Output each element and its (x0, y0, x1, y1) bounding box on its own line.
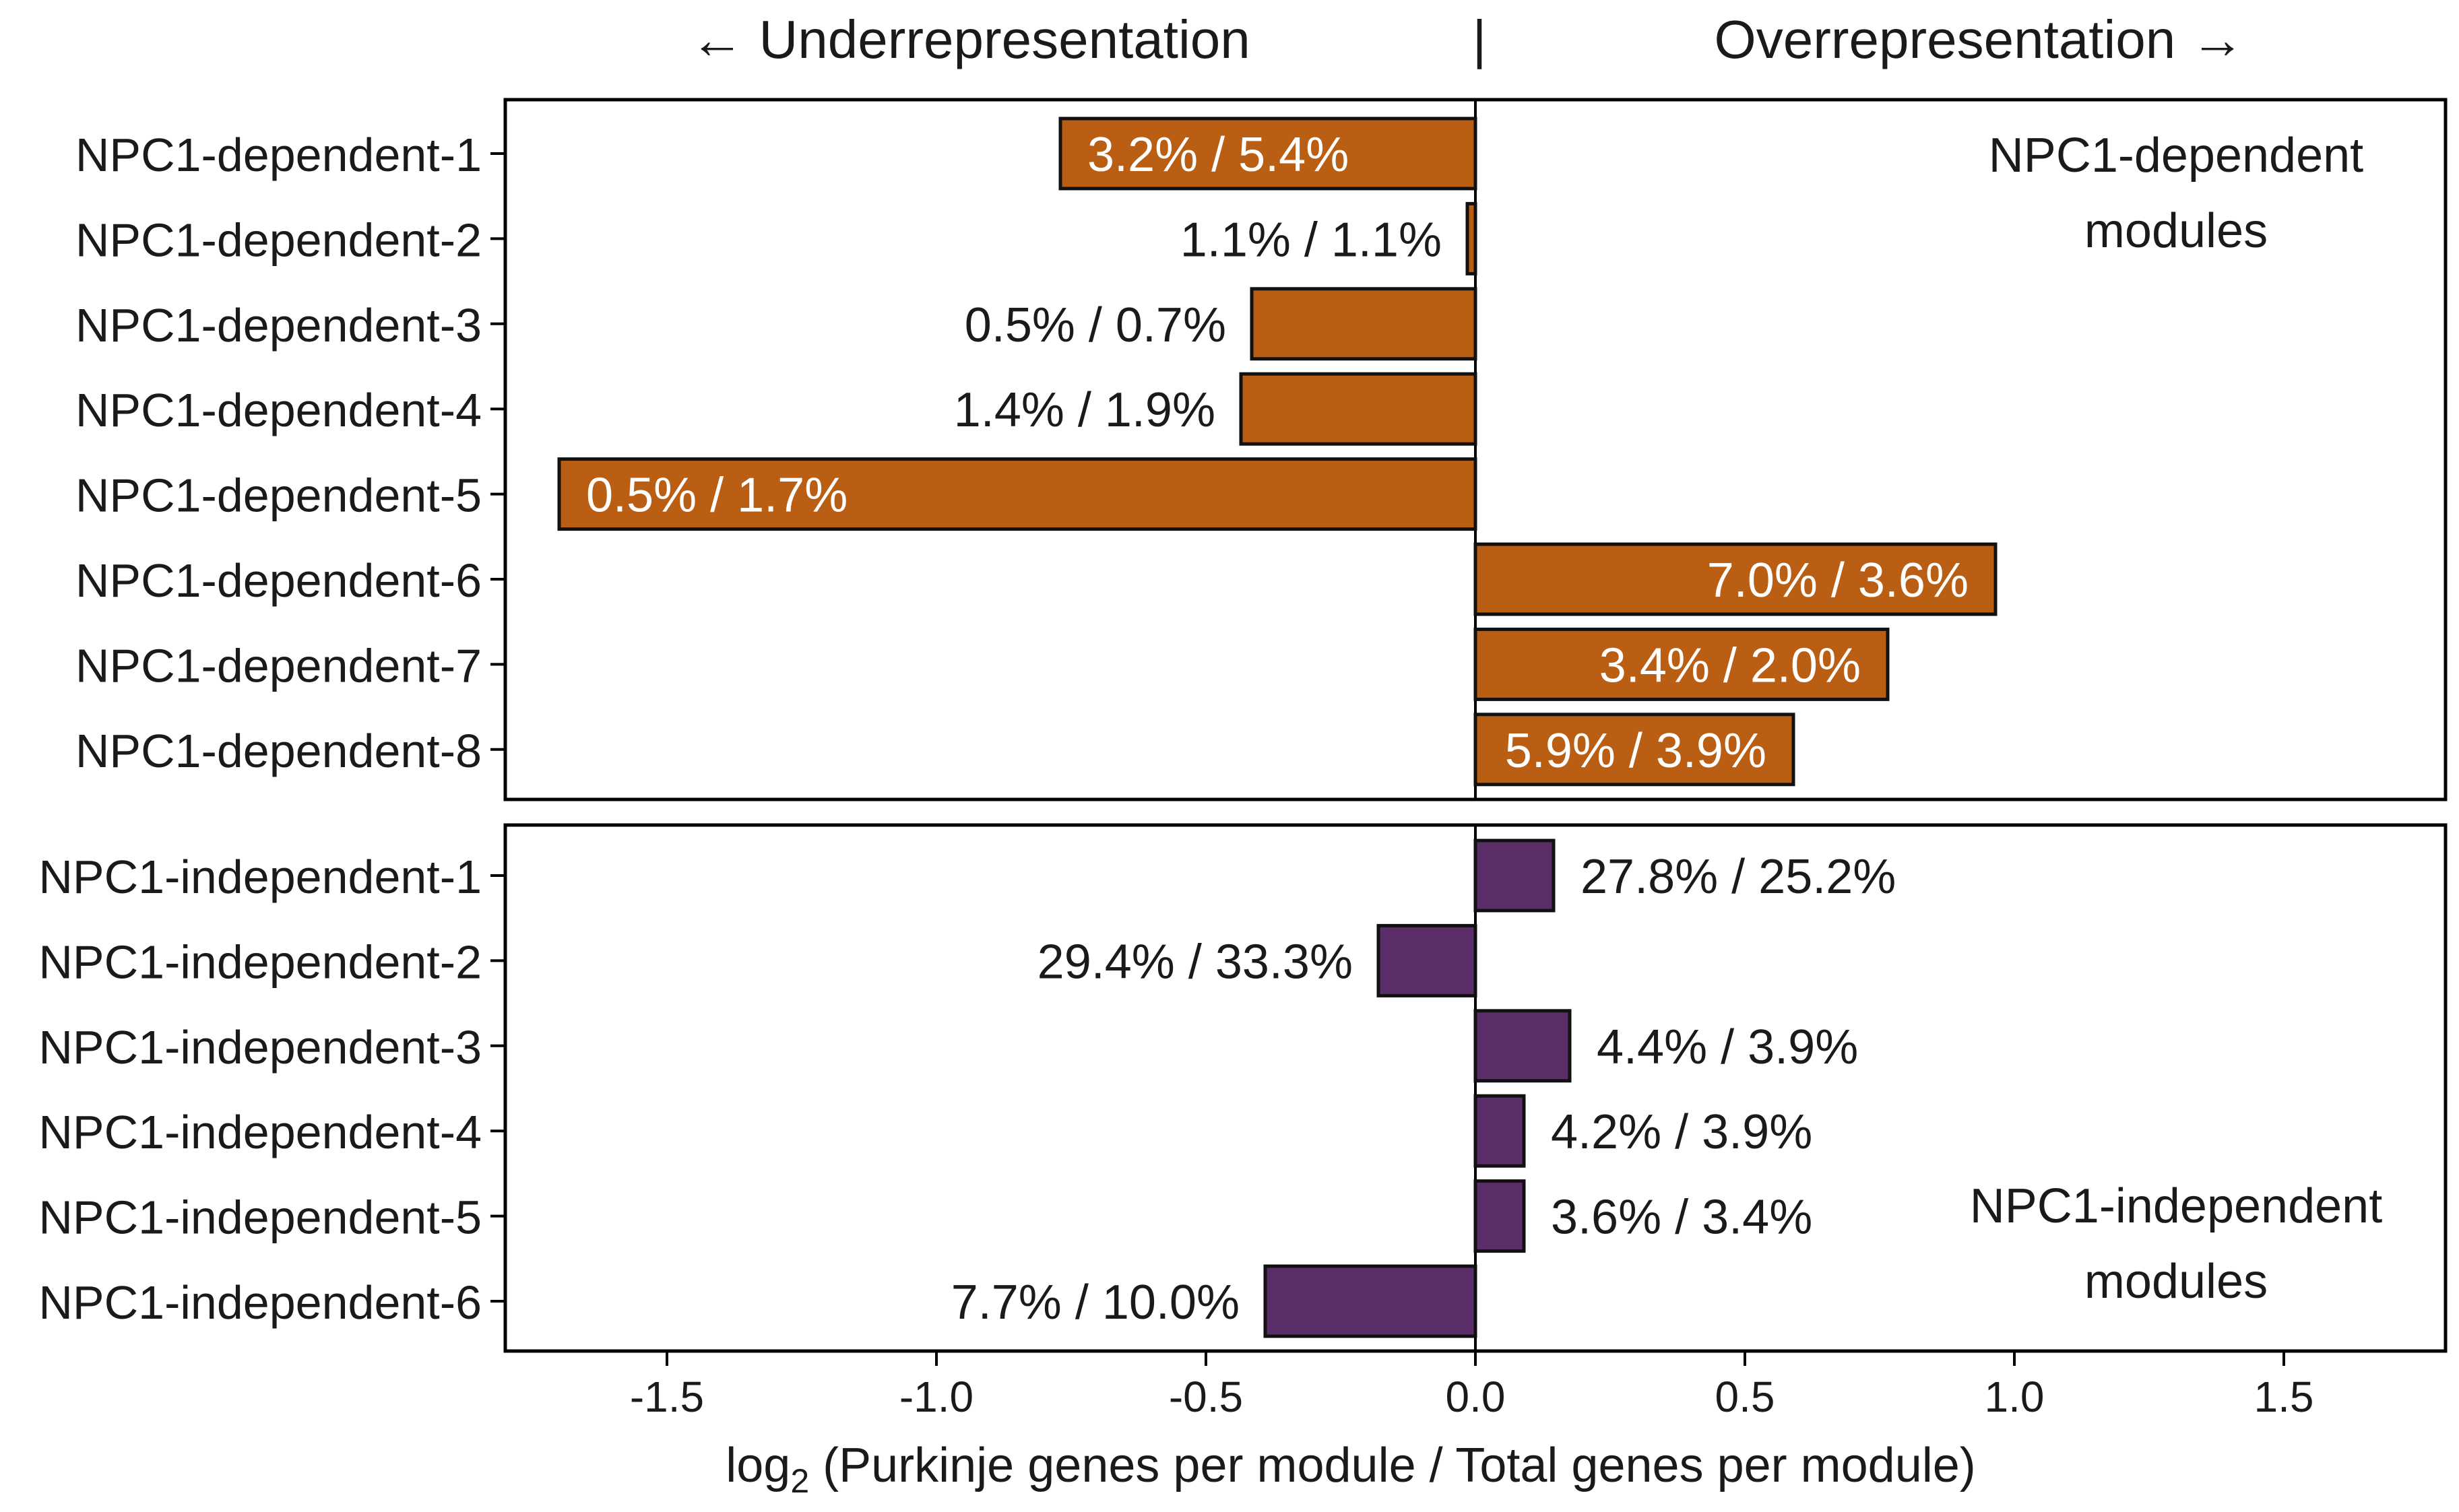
bar (1250, 287, 1477, 361)
x-tick-label: -0.5 (1169, 1373, 1243, 1421)
category-label: NPC1-dependent-2 (75, 213, 482, 266)
x-tick-label: -1.0 (899, 1373, 973, 1421)
x-tick-label: 0.0 (1446, 1373, 1506, 1421)
bar (1473, 1094, 1526, 1168)
category-label: NPC1-dependent-6 (75, 554, 482, 607)
data-label: 1.4% / 1.9% (954, 383, 1215, 437)
data-label: 3.2% / 5.4% (1087, 128, 1349, 182)
bar (1473, 627, 1890, 701)
data-label: 5.9% / 3.9% (1505, 724, 1766, 778)
data-label: 3.6% / 3.4% (1551, 1191, 1812, 1245)
panel-dependent: NPC1-dependent-1 3.2% / 5.4% NPC1-dependen… (75, 98, 2448, 801)
panel-independent: NPC1-independent-1 27.8% / 25.2% NPC1-inde… (38, 823, 2448, 1353)
category-label: NPC1-dependent-7 (75, 639, 482, 692)
category-label: NPC1-dependent-1 (75, 129, 482, 181)
header-underrepresentation: ← Underrepresentation (690, 9, 1250, 69)
x-tick-label: -1.5 (630, 1373, 704, 1421)
bar (1473, 1009, 1572, 1083)
data-label: 0.5% / 1.7% (586, 469, 848, 523)
x-axis-title-text: (Purkinje genes per module / Total genes… (809, 1439, 1976, 1492)
data-label: 29.4% / 33.3% (1037, 935, 1353, 989)
category-label: NPC1-independent-4 (38, 1106, 482, 1158)
panel-annotation-independent: NPC1-independent (1970, 1179, 2382, 1233)
x-axis-title: log2 (Purkinje genes per module / Total … (726, 1439, 1976, 1500)
category-label: NPC1-independent-6 (38, 1276, 482, 1329)
bar (1263, 1264, 1477, 1338)
data-label: 1.1% / 1.1% (1180, 213, 1442, 267)
bar (557, 457, 1477, 531)
data-label: 0.5% / 0.7% (965, 298, 1226, 352)
panel-annotation-dependent: modules (2084, 204, 2268, 258)
data-label: 7.0% / 3.6% (1707, 554, 1969, 607)
data-label: 27.8% / 25.2% (1580, 850, 1896, 904)
data-label: 3.4% / 2.0% (1599, 638, 1861, 692)
x-tick-label: 1.5 (2254, 1373, 2314, 1421)
data-label: 7.7% / 10.0% (951, 1276, 1240, 1329)
bar (1465, 201, 1477, 275)
panel-annotation-independent: modules (2084, 1255, 2268, 1309)
category-label: NPC1-independent-3 (38, 1021, 482, 1074)
header-overrepresentation: Overrepresentation → (1714, 9, 2244, 69)
category-label: NPC1-dependent-3 (75, 299, 482, 352)
data-label: 4.4% / 3.9% (1597, 1020, 1858, 1074)
bar (1376, 923, 1477, 997)
bar (1239, 372, 1477, 446)
category-label: NPC1-dependent-8 (75, 725, 482, 777)
header-divider: | (1473, 9, 1487, 69)
x-axis: -1.5 -1.0 -0.5 0.0 0.5 1.0 1.5 (630, 1351, 2314, 1421)
category-label: NPC1-dependent-4 (75, 384, 482, 436)
x-tick-label: 0.5 (1715, 1373, 1775, 1421)
x-axis-title-log: log (726, 1439, 790, 1492)
bar (1473, 839, 1556, 913)
data-label: 4.2% / 3.9% (1551, 1105, 1812, 1159)
category-label: NPC1-independent-2 (38, 935, 482, 988)
category-label: NPC1-independent-1 (38, 851, 482, 903)
bar (1473, 1179, 1526, 1253)
bar (1473, 542, 1998, 616)
x-tick-label: 1.0 (1985, 1373, 2045, 1421)
panel-annotation-dependent: NPC1-dependent (1989, 129, 2363, 183)
bar (1473, 713, 1795, 787)
bar (1058, 117, 1477, 191)
category-label: NPC1-dependent-5 (75, 469, 482, 522)
x-axis-title-subscript: 2 (790, 1462, 809, 1500)
category-label: NPC1-independent-5 (38, 1191, 482, 1244)
